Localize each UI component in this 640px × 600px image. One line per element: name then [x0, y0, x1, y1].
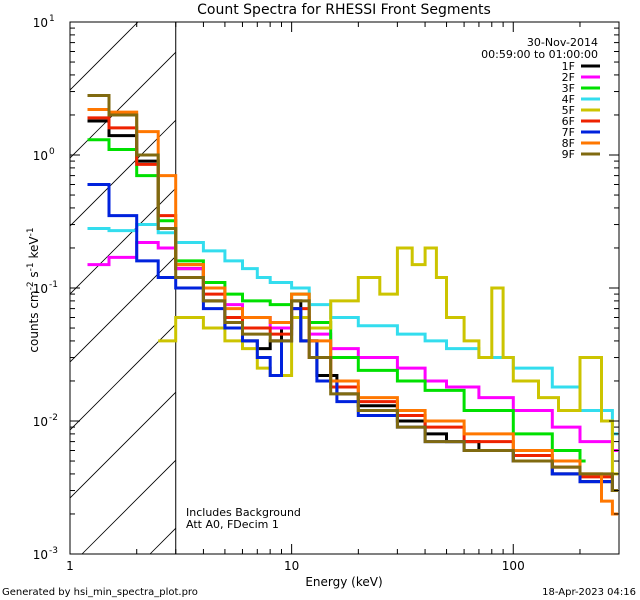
y-tick-label: 10	[33, 282, 48, 296]
chart-title: Count Spectra for RHESSI Front Segments	[197, 2, 491, 18]
y-tick-exponent: 1	[49, 14, 55, 24]
series-line-9f	[87, 94, 618, 492]
series-line-8f	[87, 108, 618, 516]
x-tick-label: 100	[502, 559, 525, 573]
y-tick-label: 10	[33, 16, 48, 30]
legend-label-5f: 5F	[562, 104, 575, 117]
annotation-background: Includes Background	[186, 506, 301, 519]
x-tick-label: 1	[66, 559, 74, 573]
footer-timestamp: 18-Apr-2023 04:16	[542, 587, 636, 598]
legend-label-3f: 3F	[562, 82, 575, 95]
legend-label-7f: 7F	[562, 126, 575, 139]
legend-label-1f: 1F	[562, 60, 575, 73]
legend-label-6f: 6F	[562, 115, 575, 128]
footer-generator: Generated by hsi_min_spectra_plot.pro	[2, 587, 198, 598]
y-tick-exponent: -1	[49, 280, 58, 290]
date-label: 30-Nov-2014	[527, 36, 598, 49]
legend-label-8f: 8F	[562, 137, 575, 150]
y-tick-label: 10	[33, 548, 48, 562]
legend-label-9f: 9F	[562, 148, 575, 161]
time-range-label: 00:59:00 to 01:00:00	[481, 48, 598, 61]
x-tick-label: 10	[284, 559, 299, 573]
legend-label-2f: 2F	[562, 71, 575, 84]
series-line-2f	[87, 241, 618, 452]
y-tick-label: 10	[33, 415, 48, 429]
annotation-attenuator: Att A0, FDecim 1	[186, 518, 279, 531]
series-group	[87, 94, 618, 516]
y-tick-label: 10	[33, 149, 48, 163]
y-tick-exponent: -3	[49, 546, 58, 556]
series-line-5f	[158, 246, 618, 476]
y-tick-exponent: -2	[49, 413, 58, 423]
y-axis-label: counts cm-2 s-1 keV-1	[26, 227, 41, 352]
legend-label-4f: 4F	[562, 93, 575, 106]
x-axis-label: Energy (keV)	[305, 575, 382, 589]
y-tick-exponent: 0	[49, 147, 55, 157]
